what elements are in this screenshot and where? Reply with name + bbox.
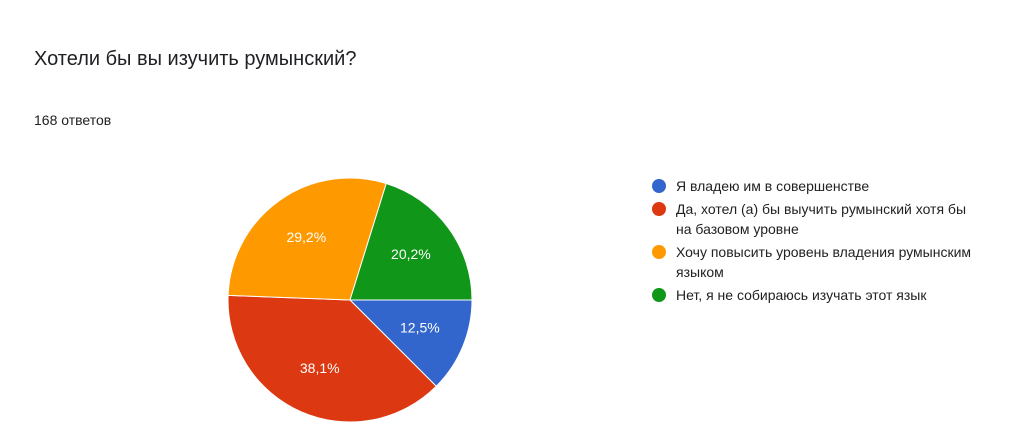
legend-label: Хочу повысить уровень владения румынским… [676,244,972,280]
data-label: 38,1% [300,360,340,376]
data-label: 20,2% [391,246,431,262]
pie-slice [348,299,473,387]
data-label: 12,5% [400,320,440,336]
legend-marker [652,288,666,302]
legend-marker [652,202,666,216]
legend-label: Я владею им в совершенстве [676,178,870,194]
chart-subtitle: 168 ответов [34,112,112,128]
legend: Я владею им в совершенстве Да, хотел (а) … [652,176,982,308]
pie-slice [227,294,437,423]
chart-title: Хотели бы вы изучить румынский? [34,48,357,70]
legend-label: Да, хотел (а) бы выучить румынский хотя … [676,201,967,237]
legend-item: Нет, я не собираюсь изучать этот язык [652,285,982,305]
legend-item: Хочу повысить уровень владения румынским… [652,242,982,282]
pie-slice [227,177,387,301]
legend-label: Нет, я не собираюсь изучать этот язык [676,287,927,303]
legend-marker [652,245,666,259]
legend-item: Да, хотел (а) бы выучить румынский хотя … [652,199,982,239]
legend-item: Я владею им в совершенстве [652,176,982,196]
legend-marker [652,179,666,193]
pie-slice [349,182,473,301]
data-label: 29,2% [286,229,326,245]
